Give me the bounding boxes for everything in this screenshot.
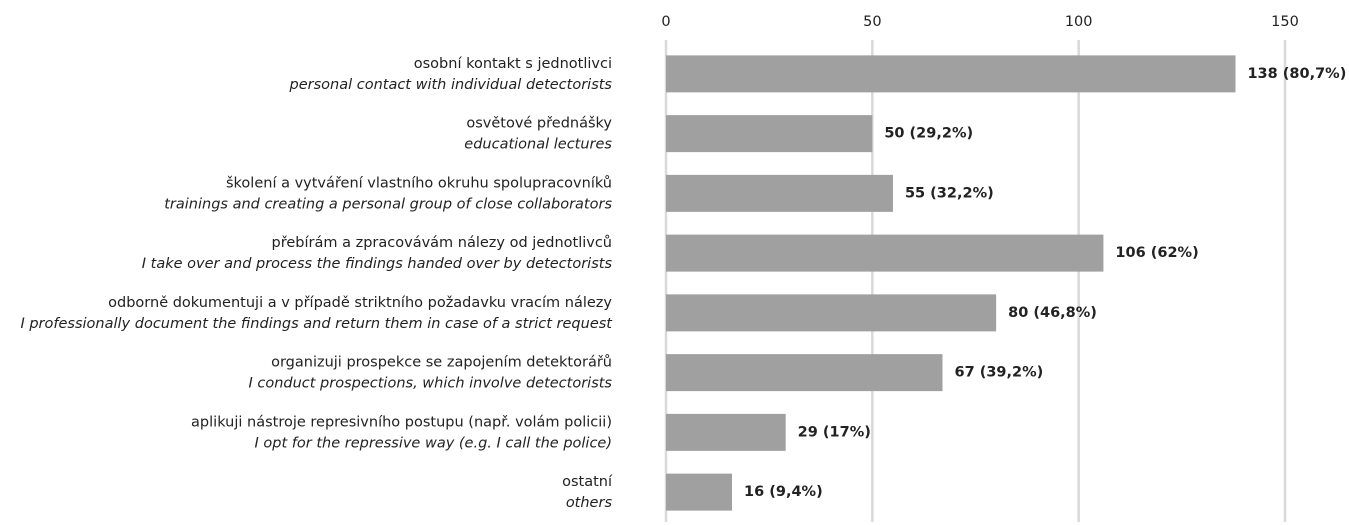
category-label: osobní kontakt s jednotlivci [414,56,612,72]
category-label-en: I professionally document the findings a… [20,316,613,332]
bar [666,354,943,392]
category-label-en: I opt for the repressive way (e.g. I cal… [255,435,612,451]
value-label: 55 (32,2%) [905,185,994,201]
category-label-en: I conduct prospections, which involve de… [248,376,612,392]
category-label-en: I take over and process the findings han… [142,256,613,272]
value-label: 67 (39,2%) [954,365,1043,381]
category-label: ostatní [562,474,613,490]
category-label-en: personal contact with individual detecto… [289,77,613,93]
bar [666,55,1236,93]
value-label: 80 (46,8%) [1008,305,1097,321]
bar [666,294,997,332]
category-label: odborně dokumentuji a v případě striktní… [108,295,612,311]
bar [666,174,893,212]
value-label: 16 (9,4%) [744,484,823,500]
bar [666,234,1104,272]
category-label: školení a vytváření vlastního okruhu spo… [226,175,612,191]
value-label: 50 (29,2%) [884,126,973,142]
x-tick-label: 0 [661,14,670,30]
bar [666,413,786,451]
x-tick-label: 150 [1271,14,1299,30]
category-label: organizuji prospekce se zapojením detekt… [271,355,612,371]
value-label: 29 (17%) [798,424,871,440]
x-tick-label: 50 [863,14,881,30]
category-label: osvětové přednášky [466,116,612,132]
category-label-en: educational lectures [464,137,612,153]
value-label: 106 (62%) [1115,245,1198,261]
category-label-en: trainings and creating a personal group … [164,196,612,212]
x-tick-label: 100 [1065,14,1093,30]
category-label: přebírám a zpracovávám nálezy od jednotl… [272,235,612,251]
value-label: 138 (80,7%) [1247,66,1346,82]
bar [666,115,873,153]
category-label: aplikuji nástroje represivního postupu (… [191,414,612,430]
bar [666,473,733,511]
category-label-en: others [566,495,613,511]
